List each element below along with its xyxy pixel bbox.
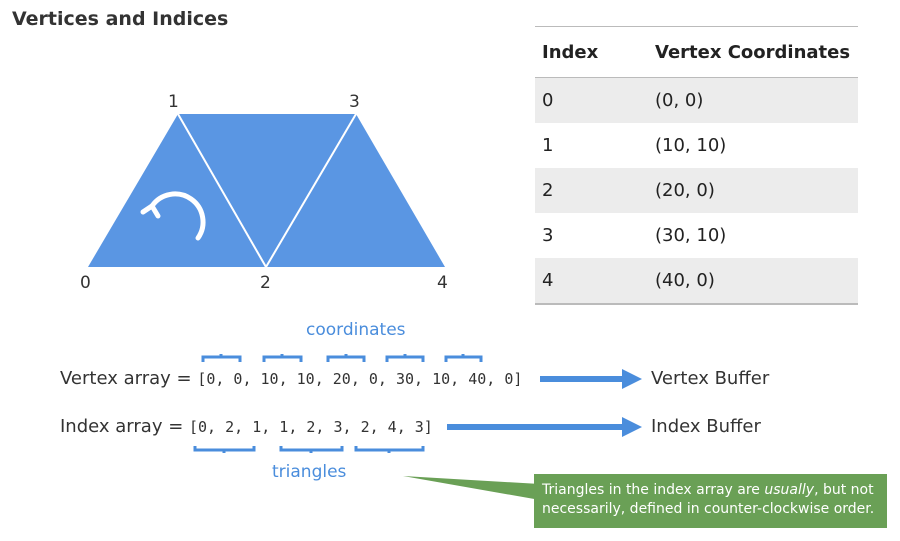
cell-index: 4 xyxy=(535,258,648,305)
table-row: 0 (0, 0) xyxy=(535,77,858,123)
callout-text-end: , but not necessarily, defined in counte… xyxy=(542,482,875,517)
index-buffer-arrow xyxy=(447,417,642,437)
bracket xyxy=(193,446,256,453)
triangle-1-2-3 xyxy=(178,114,356,267)
bracket xyxy=(262,354,303,362)
coordinates-label: coordinates xyxy=(306,320,406,340)
bracket xyxy=(279,446,344,453)
table-row: 1 (10, 10) xyxy=(535,123,858,168)
cell-index: 3 xyxy=(542,225,554,246)
trapezoid-mesh xyxy=(88,113,445,268)
index-array-line: Index array = [0, 2, 1, 1, 2, 3, 2, 4, 3… xyxy=(60,416,433,437)
vertex-table: Index Vertex Coordinates 0 (0, 0) 1 (10, 1… xyxy=(535,26,858,305)
cell-coordinates: (0, 0) xyxy=(648,77,858,123)
callout-note: Triangles in the index array are usually… xyxy=(534,474,887,528)
vertex-buffer-arrow xyxy=(540,369,642,389)
vertex-buffer-label: Vertex Buffer xyxy=(651,368,770,389)
vertex-array-line: Vertex array = [0, 0, 10, 10, 20, 0, 30,… xyxy=(60,368,522,389)
coordinate-brackets xyxy=(201,354,483,362)
cell-index: 2 xyxy=(535,168,648,213)
table-row: 2 (20, 0) xyxy=(535,168,858,213)
triangle-2-4-3 xyxy=(266,114,445,267)
triangle-0-2-1 xyxy=(88,114,266,267)
table-row: 3 (30, 10) xyxy=(535,213,858,258)
cell-index: 0 xyxy=(535,77,648,123)
callout-text: Triangles in the index array are xyxy=(542,482,765,498)
triangles-label: triangles xyxy=(272,462,347,482)
column-header-coordinates: Vertex Coordinates xyxy=(648,26,858,78)
vertex-array-label: Vertex array = xyxy=(60,368,198,389)
index-array-values: [0, 2, 1, 1, 2, 3, 2, 4, 3] xyxy=(189,418,433,436)
vertex-label-0: 0 xyxy=(80,273,91,293)
index-buffer-label: Index Buffer xyxy=(651,416,761,437)
cell-coordinates: (20, 0) xyxy=(648,168,858,213)
bracket xyxy=(444,354,483,362)
bracket xyxy=(201,354,242,362)
vertex-label-2: 2 xyxy=(260,273,271,293)
triangle-brackets xyxy=(193,446,425,453)
bracket xyxy=(385,354,425,362)
cell-coordinates: (40, 0) xyxy=(648,258,858,305)
vertex-array-values: [0, 0, 10, 10, 20, 0, 30, 10, 40, 0] xyxy=(197,370,523,388)
edge-2-3 xyxy=(265,113,357,268)
cell-index: 1 xyxy=(542,135,554,156)
column-header-index: Index xyxy=(535,26,648,78)
page-title: Vertices and Indices xyxy=(12,8,229,30)
cell-coordinates: (30, 10) xyxy=(655,225,727,246)
vertex-label-3: 3 xyxy=(349,92,360,112)
callout-pointer xyxy=(403,476,540,500)
edge-1-2 xyxy=(177,113,267,268)
table-row: 4 (40, 0) xyxy=(535,258,858,305)
callout-emphasis: usually xyxy=(764,482,815,498)
vertex-label-1: 1 xyxy=(168,92,179,112)
cell-coordinates: (10, 10) xyxy=(655,135,727,156)
bracket xyxy=(326,354,366,362)
vertex-label-4: 4 xyxy=(437,273,448,293)
counter-clockwise-arrow-icon xyxy=(140,191,206,241)
index-array-label: Index array = xyxy=(60,416,189,437)
bracket xyxy=(354,446,425,453)
